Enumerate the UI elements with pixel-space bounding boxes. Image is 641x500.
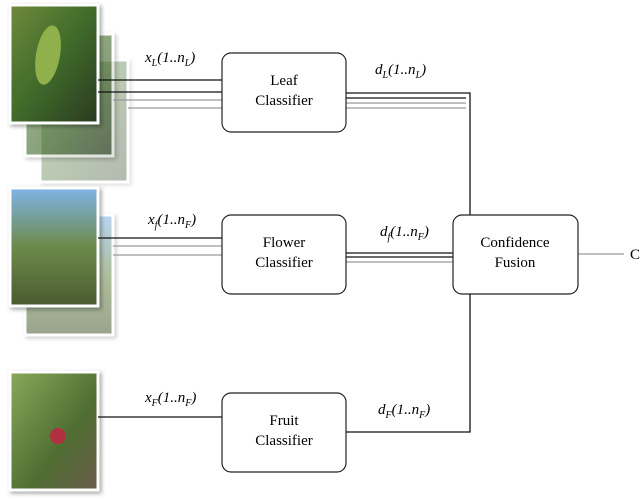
label-part: (1..n <box>390 224 418 240</box>
node-label: Leaf <box>270 73 297 89</box>
subscript: F <box>385 410 393 421</box>
subscript: F <box>418 410 426 421</box>
label-part: (1..n <box>158 390 186 406</box>
label-part: d <box>375 62 383 78</box>
label-part: ) <box>424 402 430 418</box>
label-part: d <box>380 224 388 240</box>
label-part: (1..n <box>157 212 185 228</box>
node-box <box>221 52 347 133</box>
fruit-photo <box>8 370 100 492</box>
label-part: ) <box>190 212 196 228</box>
signal-label: xL(1..nL) <box>144 50 195 69</box>
label-part: x <box>144 50 152 66</box>
label-part: (1..n <box>392 402 420 418</box>
subscript: F <box>184 398 192 409</box>
connectors <box>98 79 624 433</box>
label-part: (1..n <box>157 50 185 66</box>
subscript: F <box>151 398 159 409</box>
node-box <box>221 214 347 295</box>
node-label: Classifier <box>255 433 313 449</box>
signal-label: dL(1..nL) <box>375 62 426 81</box>
node-label: Fusion <box>495 255 536 271</box>
node-label: Flower <box>263 235 306 251</box>
label-part: d <box>378 402 386 418</box>
subscript: F <box>417 232 425 243</box>
leaf-photos <box>8 3 130 184</box>
label-part: x <box>147 212 155 228</box>
subscript: F <box>184 220 192 231</box>
node-label: Classifier <box>255 255 313 271</box>
result: C <box>630 247 640 263</box>
fruit-shape <box>50 428 66 444</box>
node-label: Classifier <box>255 93 313 109</box>
leaf-shape <box>35 25 61 85</box>
label-part: x <box>144 390 152 406</box>
subscript: L <box>415 70 422 81</box>
signal-label: dF(1..nF) <box>378 402 430 421</box>
label-part: ) <box>190 390 196 406</box>
subscript: L <box>184 58 191 69</box>
signal-label: xf(1..nF) <box>147 212 196 231</box>
subscript: f <box>388 232 392 243</box>
node-box <box>221 392 347 473</box>
node-label: Confidence <box>480 235 549 251</box>
label-part: (1..n <box>388 62 416 78</box>
subscript: f <box>155 220 159 231</box>
texts: Leaf Classifier Flower Classifier Fruit Class… <box>144 50 550 449</box>
label-part: ) <box>189 50 195 66</box>
label-part: ) <box>420 62 426 78</box>
subscript: L <box>151 58 158 69</box>
flower-photos <box>8 186 115 337</box>
label-part: ) <box>423 224 429 240</box>
subscript: L <box>382 70 389 81</box>
photo <box>8 186 100 308</box>
node-box <box>452 214 579 295</box>
signal-label: xF(1..nF) <box>144 390 196 409</box>
node-label: Fruit <box>269 413 299 429</box>
signal-label: df(1..nF) <box>380 224 429 243</box>
